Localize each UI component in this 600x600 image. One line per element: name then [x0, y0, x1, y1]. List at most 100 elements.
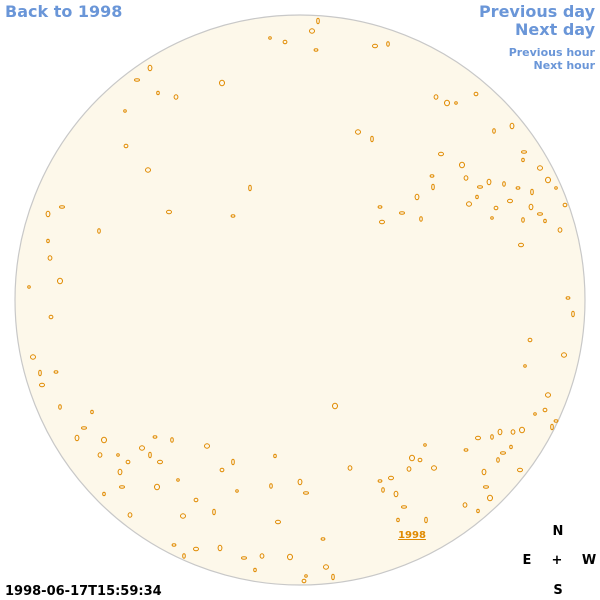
contour: [38, 369, 42, 377]
contour: [347, 465, 353, 471]
contours: [27, 17, 575, 584]
contour: [473, 91, 479, 97]
contour: [166, 209, 172, 215]
contour: [152, 435, 158, 439]
contour: [542, 407, 548, 413]
contour: [417, 457, 423, 463]
contour: [157, 459, 163, 465]
contour: [193, 546, 199, 552]
contour: [48, 314, 54, 320]
contour: [180, 513, 186, 519]
contour: [466, 201, 472, 207]
contour: [148, 451, 152, 459]
contour: [487, 494, 493, 502]
contour: [119, 485, 125, 489]
contour: [97, 452, 103, 458]
next-hour-link[interactable]: Next hour: [534, 59, 596, 72]
contour: [545, 176, 551, 184]
contour: [381, 487, 385, 493]
contour: [431, 183, 435, 191]
contour: [332, 402, 338, 410]
contour: [273, 453, 277, 459]
contour: [486, 178, 492, 186]
contour: [212, 508, 216, 516]
contour: [204, 443, 210, 449]
contour: [521, 157, 525, 163]
solar-disk: [14, 14, 586, 586]
contour: [571, 310, 575, 318]
contour: [145, 167, 151, 173]
contour: [521, 150, 527, 154]
contour: [45, 210, 51, 218]
contour: [90, 409, 94, 415]
contour: [39, 382, 45, 388]
contour: [409, 454, 415, 462]
contour: [565, 296, 571, 300]
contour: [253, 567, 257, 573]
contour: [309, 28, 315, 34]
contour: [396, 517, 400, 523]
contour: [386, 41, 390, 47]
next-day-link[interactable]: Next day: [515, 20, 596, 39]
contour: [182, 553, 186, 559]
contour: [269, 483, 273, 489]
contour: [527, 337, 533, 343]
contour: [459, 161, 465, 169]
contour: [316, 17, 320, 25]
contour: [355, 129, 361, 135]
contour: [393, 490, 399, 498]
contour: [519, 426, 525, 434]
contour: [518, 242, 524, 248]
contour: [320, 537, 326, 541]
contour: [123, 109, 127, 113]
contour: [27, 285, 31, 289]
contour: [553, 419, 559, 423]
contour: [438, 151, 444, 157]
previous-day-link[interactable]: Previous day: [479, 2, 596, 21]
contour: [530, 188, 534, 196]
contour: [173, 94, 179, 100]
contour: [230, 214, 236, 218]
contour: [562, 202, 568, 208]
compass-north: N: [553, 524, 564, 539]
contour: [401, 505, 407, 509]
contour: [313, 48, 319, 52]
contour: [528, 203, 534, 211]
contour: [477, 185, 483, 189]
contour: [493, 205, 499, 211]
contour: [117, 468, 123, 476]
compass-center: +: [552, 553, 563, 568]
previous-hour-link[interactable]: Previous hour: [509, 46, 596, 59]
contour: [429, 174, 435, 178]
contour: [481, 468, 487, 476]
contour: [502, 181, 506, 187]
contour: [424, 516, 428, 524]
contour: [154, 483, 160, 491]
contour: [533, 412, 537, 416]
contour: [492, 128, 496, 134]
contour: [454, 101, 458, 105]
contour: [475, 194, 479, 200]
contour: [500, 451, 506, 455]
contour: [537, 165, 543, 171]
contour: [490, 434, 494, 440]
disk-label[interactable]: 1998: [398, 530, 426, 541]
back-link[interactable]: Back to 1998: [5, 2, 122, 21]
contour: [116, 453, 120, 457]
contour: [176, 478, 180, 482]
contour: [123, 143, 129, 149]
contour: [507, 198, 513, 204]
contour: [490, 216, 494, 220]
contour: [419, 216, 423, 222]
contour: [231, 458, 235, 466]
contour: [301, 578, 307, 584]
contour: [275, 519, 281, 525]
contour: [171, 543, 177, 547]
contour: [134, 78, 140, 82]
contour: [139, 445, 145, 451]
contour: [47, 255, 53, 261]
contour: [102, 491, 106, 497]
contour: [248, 184, 252, 192]
contour: [57, 277, 63, 285]
